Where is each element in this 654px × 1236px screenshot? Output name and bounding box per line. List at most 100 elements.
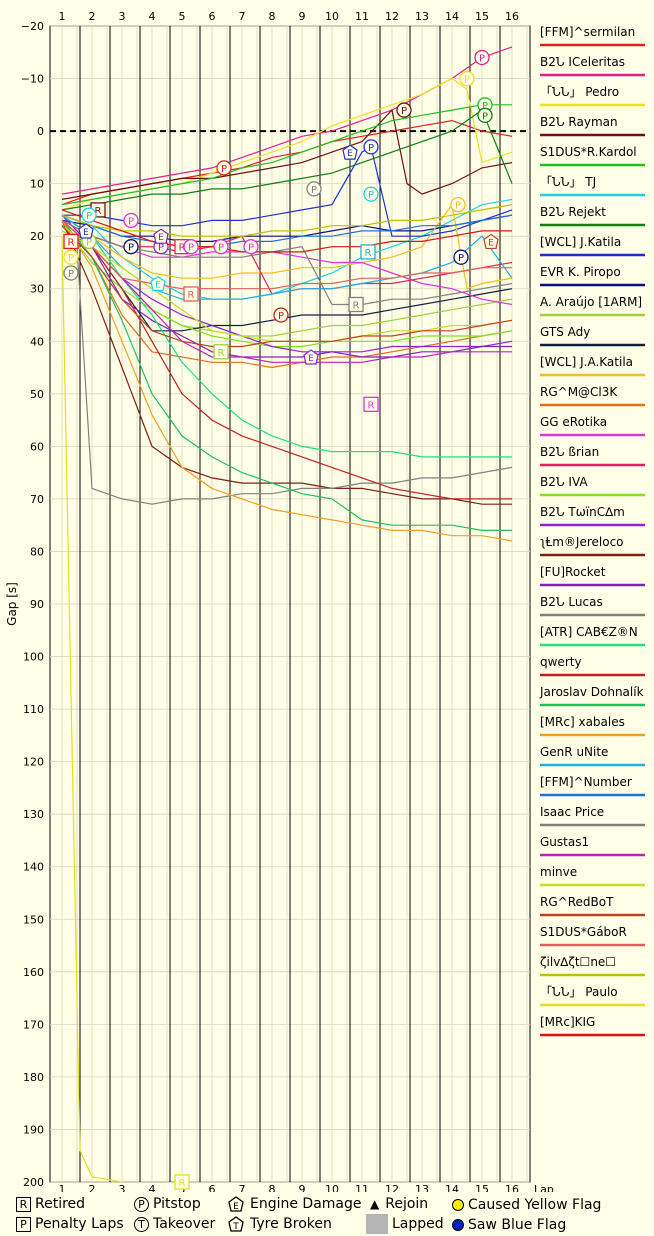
legend-series-label: 「ՆՆ」 Paulo [540, 985, 618, 999]
legend-series-label: B2Ն Rejekt [540, 205, 606, 219]
pitstop-marker-label: P [482, 111, 488, 122]
y-tick-label: 160 [23, 966, 44, 979]
pitstop-marker-label: P [128, 243, 134, 254]
series-line [61, 209, 512, 253]
lapped-icon [366, 1214, 388, 1234]
engine-damage-marker [150, 275, 166, 292]
pitstop-marker [213, 239, 229, 255]
x-tick-label-top: 11 [355, 10, 369, 23]
legend-retired-label: Retired [35, 1196, 86, 1212]
y-tick-label: 140 [23, 861, 44, 874]
rejoin-icon: ▲ [370, 1197, 380, 1211]
pitstop-marker [363, 186, 379, 202]
legend-takeover: T Takeover [134, 1216, 215, 1232]
engine-damage-marker [342, 144, 358, 160]
legend-series-label: RG^RedBoT [540, 895, 614, 909]
series-line [61, 109, 513, 211]
legend-takeover-label: Takeover [153, 1216, 216, 1232]
y-tick-label: 70 [30, 493, 44, 506]
retired-marker-label: R [68, 237, 75, 248]
x-tick-label-top: 8 [269, 10, 276, 23]
pitstop-marker-label: P [482, 101, 488, 112]
legend-series-label: B2Ն Lucas [540, 595, 603, 609]
pitstop-icon: P [134, 1196, 149, 1212]
series-line [61, 236, 123, 1183]
y-tick-label: 50 [30, 388, 44, 401]
y-tick-label: 0 [37, 125, 44, 138]
pitstop-marker [123, 239, 139, 255]
legend-series-label: S1DUS*GáboR [540, 925, 627, 939]
retired-marker-label: R [353, 300, 360, 311]
engine-damage-marker [153, 228, 169, 244]
x-tick-label-top: 14 [445, 10, 459, 23]
x-tick-label-bottom: 13 [415, 1183, 429, 1192]
blue-flag-icon [452, 1219, 464, 1231]
pitstop-marker [183, 239, 199, 255]
legend-series-label: [MRc]KIG [540, 1015, 595, 1029]
series-line [61, 214, 513, 353]
x-tick-label-bottom: 12 [385, 1183, 399, 1192]
pitstop-marker-label: P [188, 243, 194, 254]
y-tick-label: 180 [23, 1071, 44, 1084]
series-line [61, 214, 513, 306]
legend-series-label: EVR K. Piropo [540, 265, 621, 279]
series-line [62, 145, 513, 237]
series-line [61, 204, 513, 237]
y-tick-label: 20 [30, 230, 44, 243]
y-tick-label: 100 [23, 651, 44, 664]
engine-damage-icon: E [228, 1196, 244, 1212]
pitstop-marker-label: P [218, 243, 224, 254]
y-tick-label: 170 [23, 1018, 44, 1031]
series-line [61, 104, 512, 206]
legend-series-label: GG eRotika [540, 415, 607, 429]
legend-series-label: A. Araújo [1ARM] [540, 295, 642, 309]
series-line [61, 203, 513, 290]
legend-rejoin-label: Rejoin [385, 1196, 429, 1212]
x-tick-label-top: 1 [59, 10, 66, 23]
retired-marker [348, 296, 364, 313]
engine-damage-marker-label: E [347, 149, 353, 159]
x-axis-label: Lap [534, 1183, 554, 1192]
pitstop-marker [396, 102, 412, 118]
pitstop-marker-label: P [278, 311, 284, 322]
series-line [61, 225, 512, 363]
tyre-broken-icon: T [228, 1216, 244, 1232]
pitstop-marker-label: P [68, 269, 74, 280]
y-tick-label: −20 [21, 20, 44, 33]
x-tick-label-bottom: 14 [445, 1183, 459, 1192]
legend-series-label: S1DUS*R.Kardol [540, 145, 637, 159]
legend-blue-flag: Saw Blue Flag [452, 1217, 566, 1233]
legend-penalty-laps: P Penalty Laps [16, 1216, 124, 1232]
legend-rejoin: ▲ Rejoin [370, 1196, 428, 1212]
retired-marker-label: R [218, 348, 225, 359]
legend-penalty-label: Penalty Laps [35, 1216, 124, 1232]
pitstop-marker-label: P [68, 253, 74, 264]
series-line [61, 220, 513, 505]
legend-series-label: Jaroslav Dohnalík [539, 685, 644, 699]
legend-series-label: B2Ն ßrian [540, 445, 599, 459]
legend-series-label: [FU]Rocket [540, 565, 606, 579]
x-tick-label-bottom: 10 [325, 1183, 339, 1192]
engine-damage-marker [78, 223, 94, 239]
engine-damage-marker-label: E [158, 233, 164, 243]
series-line [61, 219, 512, 290]
legend-tyre-broken: T Tyre Broken [228, 1216, 332, 1232]
x-tick-label-top: 4 [149, 10, 156, 23]
y-tick-label: 30 [30, 283, 44, 296]
retired-marker-label: R [365, 248, 372, 259]
legend-series-label: minve [540, 865, 577, 879]
pitstop-marker-label: P [128, 216, 134, 227]
legend-engine-label: Engine Damage [250, 1196, 362, 1212]
series-line [61, 220, 512, 532]
y-tick-label: 10 [30, 178, 44, 191]
x-tick-label-top: 6 [209, 10, 216, 23]
legend-pitstop: P Pitstop [134, 1196, 201, 1212]
series-line [61, 214, 512, 458]
x-tick-label-bottom: 16 [505, 1183, 519, 1192]
pitstop-marker [123, 212, 139, 229]
x-tick-label-top: 2 [89, 10, 96, 23]
x-tick-label-bottom: 7 [239, 1183, 246, 1192]
series-line [61, 220, 512, 505]
x-tick-label-top: 5 [179, 10, 186, 23]
x-tick-label-bottom: 15 [475, 1183, 489, 1192]
